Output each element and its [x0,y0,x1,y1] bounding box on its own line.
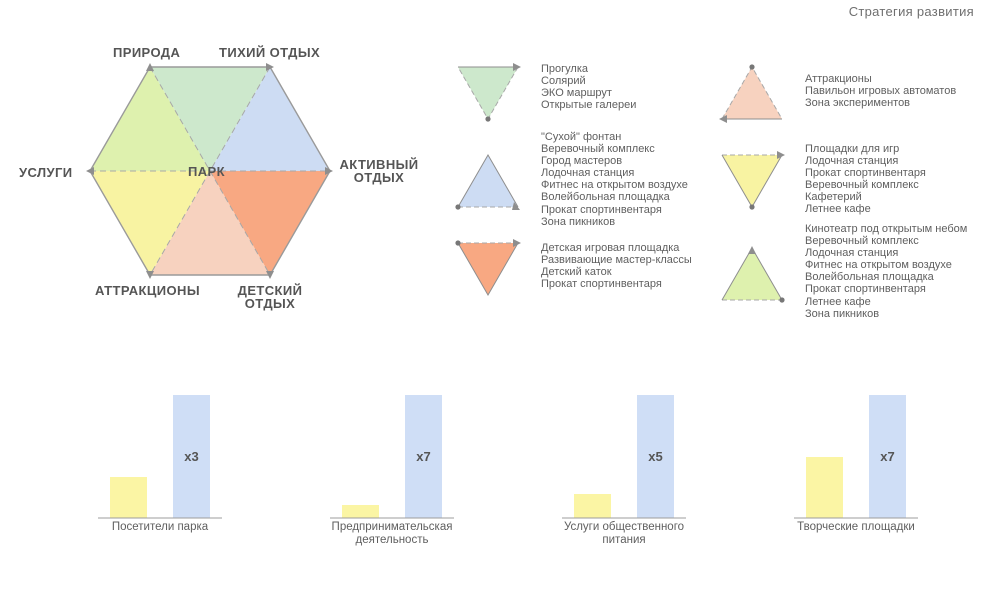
bar-group-label: Творческие площадки [766,521,946,534]
legend-item: Волейбольная площадка [541,191,670,204]
bar-future [637,395,674,518]
legend-item: ЭКО маршрут [541,87,612,100]
legend-item: Веревочный комплекс [805,179,919,192]
legend-item: Развивающие мастер-классы [541,254,692,267]
legend-item: Зона экспериментов [805,97,911,110]
hex-arrow-icon [146,63,154,71]
bar-multiplier: x5 [648,449,663,464]
label-park-center: ПАРК [188,164,225,179]
bar-multiplier: x7 [880,449,895,464]
label-quiet-rest: ТИХИЙ ОТДЫХ [219,45,321,60]
sector-nature [90,67,210,171]
legend-list-blue: "Сухой" фонтан Веревочный комплекс Город м… [541,131,688,228]
legend-icon-blue [455,153,520,210]
legend-item: Лодочная станция [541,167,635,180]
legend-item: Летнее кафе [805,295,871,308]
bar-future [173,395,210,518]
legend-item: Прокат спортинвентаря [541,278,662,291]
legend-item: Веревочный комплекс [805,235,919,248]
label-active-rest-line2: ОТДЫХ [353,170,405,185]
legend-list-lime: Кинотеатр под открытым небом Веревочный к… [805,223,967,320]
comparison-bars [98,395,918,519]
legend-list-peach: Аттракционы Павильон игровых автоматов Зон… [805,73,956,109]
label-children-rest: ДЕТСКИЙ ОТДЫХ [232,284,308,310]
label-active-rest-line1: АКТИВНЫЙ [339,157,419,172]
bar-group-label-line1: Услуги общественного [563,521,685,533]
sector-active [210,67,330,171]
bar-current [806,457,843,518]
legend-list-yellow: Площадки для игр Лодочная станция Прокат с… [805,143,926,216]
page-title: Стратегия развития [848,4,974,19]
hex-arrow-icon [266,63,274,71]
bar-future [869,395,906,518]
hex-arrow-icon [325,167,333,175]
label-attractions: АТТРАКЦИОНЫ [95,283,200,298]
legend-list-green: Прогулка Солярий ЭКО маршрут Открытые галер… [541,63,636,111]
bar-group-label-line1: Творческие площадки [797,521,915,533]
bar-group-label: Предпринимательская деятельность [302,521,482,547]
legend-item: Детский каток [541,266,612,279]
legend-item: Лодочная станция [805,247,899,260]
hex-arrow-icon [86,167,94,175]
legend-icon-yellow [721,151,785,210]
legend-icon-green [457,63,521,122]
legend-item: Прокат спортинвентаря [805,167,926,180]
bar-group-label-line2: питания [602,534,646,546]
legend-icon-peach [719,64,783,123]
bar-current [342,505,379,518]
bar-group-label: Услуги общественного питания [534,521,714,547]
legend-item: Волейбольная площадка [805,271,934,284]
label-nature: ПРИРОДА [113,45,181,60]
legend-item: Кинотеатр под открытым небом [805,223,968,235]
sector-quiet [150,67,270,171]
legend-item: Детская игровая площадка [541,242,680,254]
bar-multiplier: x3 [184,449,199,464]
legend-item: Зона пикников [541,215,616,228]
legend-icon-lime [721,246,785,303]
sector-services [90,171,210,275]
hex-arrow-icon [266,271,274,279]
sector-children [210,171,330,275]
legend-item: Солярий [541,75,586,88]
label-children-rest-line1: ДЕТСКИЙ [237,283,303,298]
bar-current [574,494,611,518]
bar-current [110,477,147,518]
label-children-rest-line2: ОТДЫХ [244,296,296,311]
legend-item: Павильон игровых автоматов [805,85,957,98]
legend-item: Аттракционы [805,73,872,85]
label-active-rest: АКТИВНЫЙ ОТДЫХ [336,158,422,184]
bar-group-label-line2: деятельность [355,534,429,546]
legend-item: Кафетерий [805,191,862,204]
legend-item: Площадки для игр [805,143,900,155]
hex-arrow-icon [146,271,154,279]
legend-item: Зона пикников [805,307,880,320]
legend-item: Фитнес на открытом воздухе [541,179,688,192]
legend-item: Летнее кафе [805,203,871,216]
bar-future [405,395,442,518]
legend-icon-orange [455,239,521,297]
legend-item: Веревочный комплекс [541,143,655,156]
legend-item: "Сухой" фонтан [541,131,622,143]
bar-group-label: Посетители парка [70,521,250,534]
sector-attractions [150,171,270,275]
legend-item: Открытые галереи [541,99,637,112]
bar-multiplier: x7 [416,449,431,464]
legend-item: Лодочная станция [805,155,899,168]
legend-list-orange: Детская игровая площадка Развивающие маст… [541,242,692,290]
legend-item: Прокат спортинвентаря [805,283,926,296]
legend-item: Город мастеров [541,155,623,168]
legend-item: Прогулка [541,63,589,75]
legend-item: Прокат спортинвентаря [541,203,662,216]
legend-item: Фитнес на открытом воздухе [805,259,952,272]
label-services: УСЛУГИ [19,165,73,180]
bar-group-label-line1: Посетители парка [111,521,209,533]
bar-group-label-line1: Предпринимательская [331,521,453,533]
